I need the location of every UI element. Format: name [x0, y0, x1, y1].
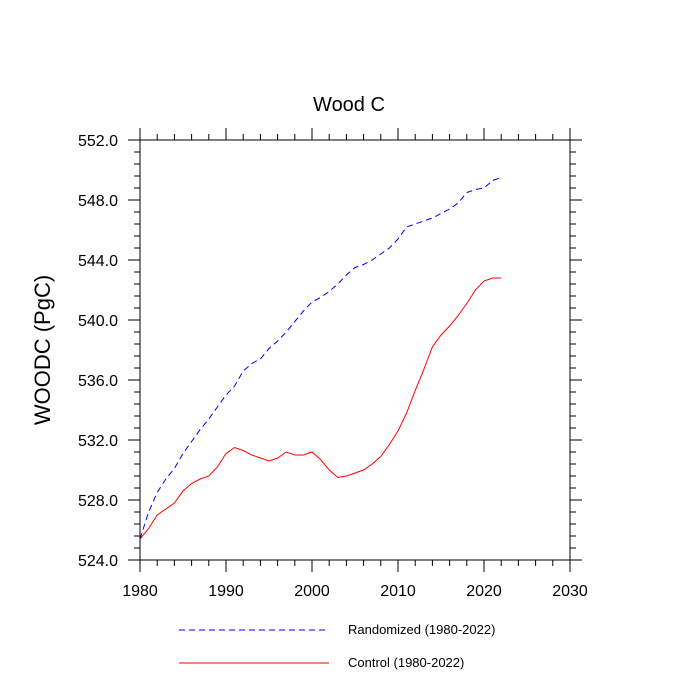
- y-tick-label: 544.0: [78, 253, 118, 270]
- y-tick-label: 528.0: [78, 493, 118, 510]
- legend: Randomized (1980-2022) Control (1980-2022…: [179, 622, 495, 670]
- y-tick-label: 552.0: [78, 133, 118, 150]
- series-line-2: [139, 277, 502, 540]
- x-tick-label: 2010: [380, 583, 416, 600]
- legend-label-2: Control (1980-2022): [348, 655, 464, 670]
- series-line-1: [139, 177, 502, 540]
- chart-title: Wood C: [313, 94, 385, 116]
- x-tick-label: 2020: [466, 583, 502, 600]
- y-tick-labels: 524.0 528.0 532.0 536.0 540.0 544.0 548.0 552.0: [78, 133, 118, 570]
- y-tick-label: 548.0: [78, 193, 118, 210]
- series-lines: [139, 177, 502, 540]
- y-tick-label: 536.0: [78, 373, 118, 390]
- x-tick-label: 2030: [552, 583, 588, 600]
- y-tick-label: 532.0: [78, 433, 118, 450]
- y-tick-label: 540.0: [78, 313, 118, 330]
- x-tick-labels: 1980 1990 2000 2010 2020 2030: [122, 583, 588, 600]
- x-tick-label: 1980: [122, 583, 158, 600]
- y-tick-label: 524.0: [78, 553, 118, 570]
- axis-ticks: [128, 128, 582, 572]
- y-axis-label: WOODC (PgC): [30, 275, 55, 425]
- x-tick-label: 1990: [208, 583, 244, 600]
- legend-label-1: Randomized (1980-2022): [348, 622, 495, 637]
- plot-frame: [139, 139, 571, 561]
- x-tick-label: 2000: [294, 583, 330, 600]
